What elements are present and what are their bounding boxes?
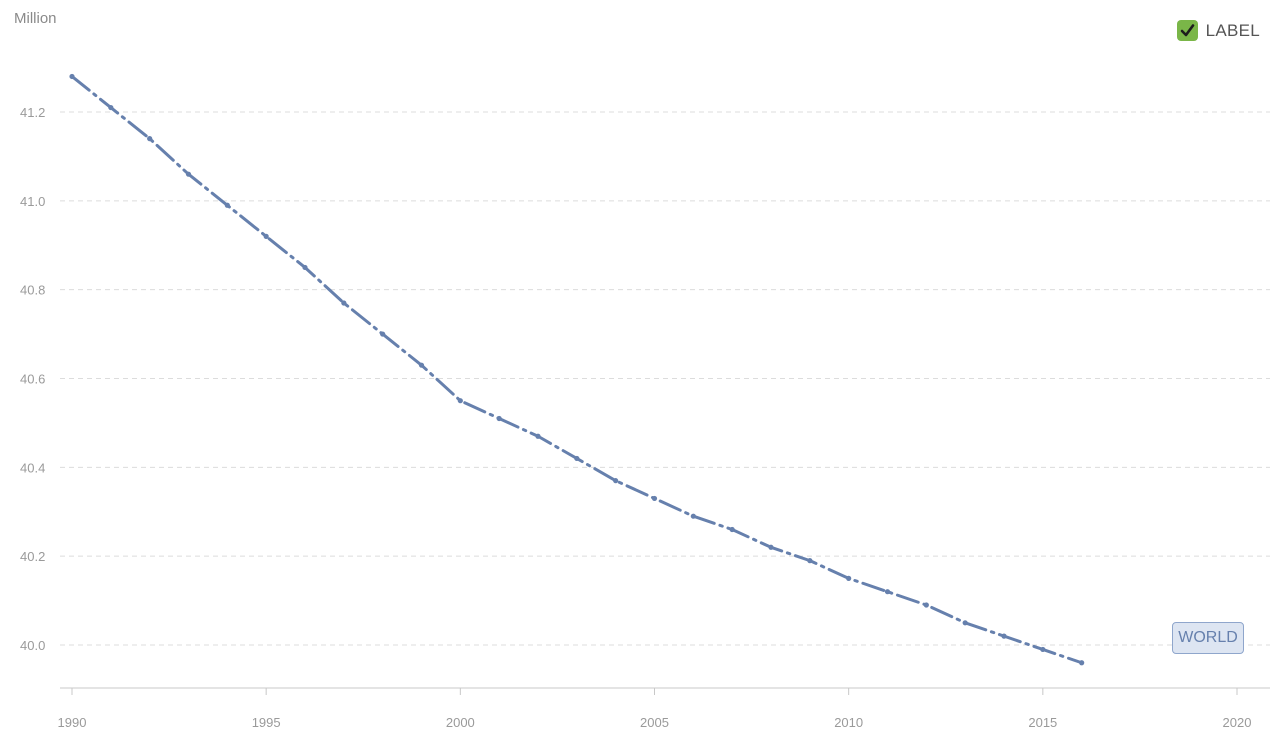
x-tick-label: 2005 — [640, 715, 669, 730]
series-line-world — [70, 74, 1084, 665]
data-point — [69, 73, 75, 80]
data-point — [185, 171, 192, 177]
data-point — [651, 495, 658, 502]
y-tick-label: 40.2 — [20, 549, 45, 564]
y-tick-label: 41.2 — [20, 105, 45, 120]
grid-lines — [60, 111, 1270, 646]
data-point — [302, 264, 308, 271]
x-tick-label: 2010 — [834, 715, 863, 730]
series-tag-world[interactable]: WORLD — [1172, 622, 1244, 654]
x-tick-label: 2020 — [1223, 715, 1252, 730]
x-tick-label: 1995 — [252, 715, 281, 730]
x-axis-ticks: 1990 1995 2000 2005 2010 2015 2020 — [58, 688, 1252, 730]
data-point — [962, 620, 968, 626]
data-point — [884, 589, 891, 595]
data-point — [768, 544, 774, 550]
check-icon[interactable] — [1176, 20, 1198, 41]
y-tick-label: 41.0 — [20, 194, 45, 209]
data-point — [224, 202, 230, 208]
y-tick-label: 40.0 — [20, 638, 45, 653]
y-tick-label: 40.4 — [20, 460, 45, 475]
data-point — [1001, 633, 1007, 639]
data-point — [574, 455, 580, 462]
y-tick-label: 40.8 — [20, 283, 45, 298]
legend-toggle[interactable]: LABEL — [1176, 20, 1260, 41]
data-point — [108, 104, 114, 111]
legend-label: LABEL — [1205, 20, 1260, 40]
data-point — [846, 575, 852, 581]
data-point — [1040, 646, 1046, 653]
data-point — [535, 433, 541, 439]
data-point — [147, 136, 153, 142]
data-point — [380, 331, 386, 337]
y-axis-unit-label: Million — [14, 10, 57, 27]
data-point — [1079, 660, 1085, 666]
data-point — [341, 300, 347, 306]
data-point — [729, 526, 735, 533]
data-point — [496, 415, 502, 422]
data-point — [807, 558, 813, 564]
data-point — [263, 233, 269, 239]
check-icon-glyph — [1180, 24, 1194, 37]
y-tick-label: 40.6 — [20, 372, 45, 387]
data-point — [923, 602, 929, 608]
data-point — [613, 478, 619, 484]
y-axis-ticks: 40.0 40.2 40.4 40.6 40.8 41.0 41.2 — [20, 105, 45, 653]
data-point — [690, 513, 696, 519]
x-tick-label: 2015 — [1028, 715, 1057, 730]
data-point — [418, 362, 425, 368]
data-point — [457, 398, 463, 404]
x-tick-label: 1990 — [58, 715, 87, 730]
series-layer — [69, 73, 1085, 666]
x-tick-label: 2000 — [446, 715, 475, 730]
